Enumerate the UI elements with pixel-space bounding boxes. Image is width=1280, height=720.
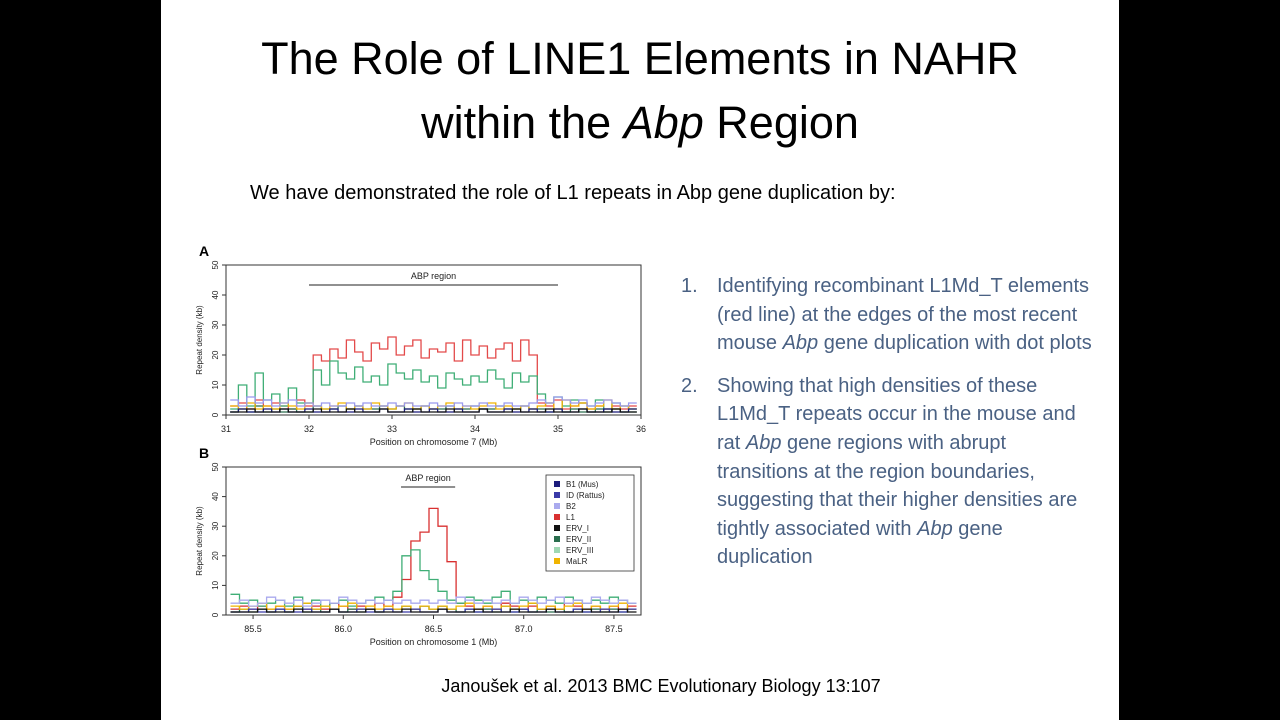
series-line	[230, 360, 637, 410]
y-tick-label: 50	[211, 462, 220, 471]
y-tick-label: 40	[211, 290, 220, 299]
legend-swatch	[554, 514, 560, 520]
x-tick-label: 87.0	[515, 624, 533, 634]
y-tick-label: 0	[211, 612, 220, 617]
y-tick-label: 20	[211, 350, 220, 359]
x-tick-label: 31	[221, 424, 231, 434]
legend-swatch	[554, 547, 560, 553]
legend-label: ERV_I	[566, 524, 589, 533]
legend-swatch	[554, 503, 560, 509]
list-text: gene duplication	[717, 517, 1003, 569]
series-line	[230, 336, 637, 410]
y-tick-label: 10	[211, 380, 220, 389]
y-tick-label: 10	[211, 580, 220, 589]
list-item: 1. Identifying recombinant L1Md_T elemen…	[681, 272, 1101, 358]
series-line	[230, 399, 637, 410]
series-line	[230, 396, 637, 407]
list-text-italic: Abp	[745, 431, 782, 454]
list-number: 1.	[681, 275, 698, 297]
y-tick-label: 20	[211, 551, 220, 560]
list-text: gene regions with abrupt transitions at …	[717, 431, 1078, 540]
slide: The Role of LINE1 Elements in NAHR withi…	[161, 0, 1119, 720]
legend-label: L1	[566, 513, 575, 522]
x-tick-label: 86.0	[335, 624, 353, 634]
list-text-italic: Abp	[782, 332, 819, 355]
x-tick-label: 33	[387, 424, 397, 434]
legend-swatch	[554, 536, 560, 542]
legend-swatch	[554, 492, 560, 498]
series-line	[230, 602, 637, 610]
slide-title-line1: The Role of LINE1 Elements in NAHR	[261, 33, 1019, 84]
y-tick-label: 40	[211, 492, 220, 501]
y-axis-label: Repeat density (kb)	[195, 506, 204, 576]
legend-swatch	[554, 558, 560, 564]
chart-a: 31 32 33 34 35 36 0 10 20 30 40 50 Position on chrom…	[195, 260, 646, 447]
title-line2-italic: Abp	[623, 97, 704, 148]
legend-label: ERV_II	[566, 535, 591, 544]
legend-label: ERV_III	[566, 546, 593, 555]
series-line	[230, 596, 637, 607]
region-annotation: ABP region	[411, 271, 456, 281]
y-axis-label: Repeat density (kb)	[195, 305, 204, 375]
x-tick-label: 86.5	[425, 624, 443, 634]
legend-label: B2	[566, 502, 576, 511]
plot-frame	[225, 264, 642, 416]
series-line	[230, 408, 637, 413]
x-axis-label: Position on chromosome 7 (Mb)	[370, 437, 498, 447]
findings-list: 1. Identifying recombinant L1Md_T elemen…	[681, 272, 1101, 586]
panel-label-b: B	[199, 445, 210, 461]
y-tick-label: 30	[211, 521, 220, 530]
citation: Janoušek et al. 2013 BMC Evolutionary Bi…	[441, 676, 881, 696]
x-axis-label: Position on chromosome 1 (Mb)	[370, 637, 498, 647]
legend-label: MaLR	[566, 557, 588, 566]
title-line2-pre: within the	[421, 97, 624, 148]
y-tick-label: 0	[211, 412, 220, 417]
x-tick-label: 34	[470, 424, 480, 434]
x-tick-label: 35	[553, 424, 563, 434]
series-line	[230, 608, 637, 613]
x-tick-label: 36	[636, 424, 646, 434]
region-annotation: ABP region	[405, 473, 450, 483]
slide-title-line2: within the Abp Region	[161, 90, 1119, 156]
intro-text: We have demonstrated the role of L1 repe…	[250, 182, 896, 204]
x-tick-label: 85.5	[244, 624, 262, 634]
list-item: 2. Showing that high densities of these …	[681, 372, 1101, 572]
title-line2-post: Region	[703, 97, 859, 148]
list-text: gene duplication with dot plots	[818, 332, 1092, 355]
legend-box	[545, 474, 635, 572]
list-number: 2.	[681, 374, 698, 397]
legend-swatch	[554, 481, 560, 487]
list-text: Showing that high densities of these L1M…	[717, 374, 1076, 454]
x-tick-label: 32	[304, 424, 314, 434]
panel-label-a: A	[199, 243, 210, 259]
legend-label: ID (Rattus)	[566, 491, 605, 500]
list-text-italic: Abp	[917, 517, 953, 540]
list-text: Identifying recombinant L1Md_T elements …	[717, 275, 1090, 355]
chart-b: 85.5 86.0 86.5 87.0 87.5 0 10 20 30 40 50 Position …	[195, 462, 642, 647]
legend-swatch	[554, 525, 560, 531]
x-tick-label: 87.5	[605, 624, 623, 634]
y-tick-label: 30	[211, 320, 220, 329]
legend-label: B1 (Mus)	[566, 480, 599, 489]
series-line	[230, 549, 637, 607]
y-tick-label: 50	[211, 260, 220, 269]
